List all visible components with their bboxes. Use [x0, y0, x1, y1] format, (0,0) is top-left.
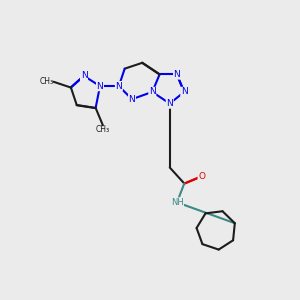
Text: N: N: [167, 99, 173, 108]
Text: NH: NH: [171, 198, 183, 207]
Text: N: N: [81, 71, 87, 80]
Text: N: N: [149, 87, 156, 96]
Text: N: N: [129, 95, 135, 104]
Text: CH₃: CH₃: [96, 125, 110, 134]
Text: N: N: [97, 82, 104, 91]
Text: N: N: [174, 70, 180, 79]
Text: CH₃: CH₃: [39, 77, 53, 86]
Text: N: N: [181, 87, 188, 96]
Text: N: N: [116, 82, 122, 91]
Text: O: O: [198, 172, 205, 181]
